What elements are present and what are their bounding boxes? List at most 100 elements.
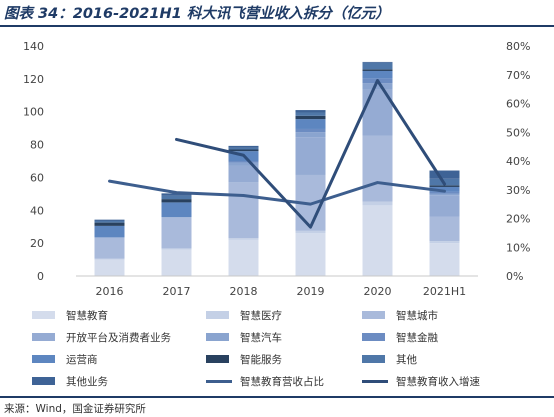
legend-label: 智慧金融 bbox=[396, 332, 438, 344]
bar-segment bbox=[429, 195, 460, 217]
footer-rule bbox=[0, 396, 554, 398]
bar-segment bbox=[295, 233, 326, 276]
bar-segment bbox=[161, 249, 192, 276]
bar-segment bbox=[228, 238, 259, 240]
bar-segment bbox=[228, 162, 259, 166]
bar-segment bbox=[228, 239, 259, 276]
legend-line-marker bbox=[206, 380, 232, 383]
revenue-breakdown-chart: 0 20 40 60 80 100 120 140 0% 10% 20% 30% 40% 50% 60% 70… bbox=[23, 40, 530, 298]
y-right-tick-label: 0% bbox=[506, 270, 523, 283]
bar-segment bbox=[94, 259, 125, 276]
chart-legend: 智慧教育 智慧医疗 智慧城市开放平台及消费者业务 智慧汽车 智慧金融运营商 智能服务 其他其… bbox=[32, 306, 532, 394]
y-left-tick-label: 140 bbox=[23, 40, 44, 53]
bar-segment bbox=[429, 216, 460, 242]
bar-segment bbox=[94, 222, 125, 226]
chart-footer: 来源：Wind，国金证券研究所 bbox=[0, 396, 554, 417]
bar-segment bbox=[362, 205, 393, 276]
bar-segment bbox=[228, 145, 259, 148]
legend-swatch bbox=[206, 311, 229, 319]
bar-segment bbox=[429, 186, 460, 192]
legend-swatch bbox=[32, 333, 55, 341]
bar-segment bbox=[228, 149, 259, 152]
bar-segment bbox=[429, 241, 460, 244]
legend-label: 智慧城市 bbox=[396, 310, 438, 322]
legend-label: 智能服务 bbox=[240, 354, 282, 366]
bar-segment bbox=[295, 132, 326, 138]
bar-segment bbox=[362, 61, 393, 63]
legend-label: 智慧医疗 bbox=[240, 310, 282, 322]
bar-segment bbox=[362, 62, 393, 70]
bar-segment bbox=[94, 219, 125, 221]
bar-segment bbox=[362, 83, 393, 90]
legend-swatch bbox=[206, 355, 229, 363]
bar-segment bbox=[161, 195, 192, 200]
bar-segment bbox=[161, 199, 192, 203]
x-tick-label: 2020 bbox=[364, 285, 392, 298]
y-left-tick-label: 80 bbox=[30, 139, 44, 152]
bar-segment bbox=[429, 191, 460, 194]
bar-segment bbox=[429, 243, 460, 276]
bar-segment bbox=[295, 110, 326, 113]
bar-segment bbox=[295, 115, 326, 120]
bar-segment bbox=[161, 202, 192, 218]
x-tick-label: 2016 bbox=[96, 285, 124, 298]
bar-segment bbox=[429, 170, 460, 179]
chart-header: 图表 34：2016-2021H1 科大讯飞营业收入拆分（亿元） bbox=[0, 0, 554, 27]
y-right-tick-label: 30% bbox=[506, 184, 530, 197]
legend-label: 智慧教育营收占比 bbox=[240, 376, 324, 388]
bar-segment bbox=[228, 165, 259, 183]
legend-swatch bbox=[362, 355, 385, 363]
legend-swatch bbox=[206, 333, 229, 341]
legend-label: 其他 bbox=[396, 354, 417, 366]
bar-segment bbox=[295, 119, 326, 129]
x-tick-label: 2018 bbox=[230, 285, 258, 298]
legend-label: 智慧汽车 bbox=[240, 332, 282, 344]
y-right-tick-label: 70% bbox=[506, 69, 530, 82]
y-right-tick-label: 40% bbox=[506, 155, 530, 168]
bar-segment bbox=[429, 193, 460, 196]
bar-segment bbox=[161, 248, 192, 250]
bar-segment bbox=[295, 230, 326, 234]
y-right-tick-label: 60% bbox=[506, 98, 530, 111]
bar-segment bbox=[362, 201, 393, 206]
bar-segment bbox=[362, 135, 393, 202]
bar-segment bbox=[94, 225, 125, 238]
bar-segment bbox=[362, 69, 393, 71]
legend-label: 运营商 bbox=[66, 354, 98, 366]
bar-segment bbox=[228, 147, 259, 150]
y-left-tick-label: 20 bbox=[30, 237, 44, 250]
legend-label: 其他业务 bbox=[66, 376, 108, 388]
header-rule bbox=[0, 25, 554, 27]
x-tick-label: 2017 bbox=[163, 285, 191, 298]
bar-segment bbox=[295, 128, 326, 133]
legend-swatch bbox=[32, 355, 55, 363]
bar-segment bbox=[94, 220, 125, 223]
bar-segment bbox=[94, 237, 125, 259]
legend-label: 智慧教育 bbox=[66, 310, 108, 322]
x-tick-label: 2021H1 bbox=[423, 285, 466, 298]
legend-swatch bbox=[32, 377, 55, 385]
bar-segment bbox=[429, 185, 460, 187]
bar-segment bbox=[161, 193, 192, 196]
bar-segment bbox=[228, 161, 259, 163]
source-note: 来源：Wind，国金证券研究所 bbox=[4, 403, 146, 415]
series-line bbox=[175, 79, 446, 229]
legend-swatch bbox=[32, 311, 55, 319]
y-right-tick-label: 20% bbox=[506, 213, 530, 226]
y-left-tick-label: 0 bbox=[37, 270, 44, 283]
chart-title: 图表 34：2016-2021H1 科大讯飞营业收入拆分（亿元） bbox=[4, 6, 390, 22]
series-line bbox=[108, 179, 446, 206]
legend-label: 智慧教育收入增速 bbox=[396, 376, 480, 388]
y-left-tick-label: 120 bbox=[23, 73, 44, 86]
legend-label: 开放平台及消费者业务 bbox=[66, 332, 171, 344]
y-right-tick-label: 80% bbox=[506, 40, 530, 53]
y-left-tick-label: 100 bbox=[23, 106, 44, 119]
y-right-tick-label: 50% bbox=[506, 126, 530, 139]
bar-segment bbox=[362, 70, 393, 79]
y-right-tick-label: 10% bbox=[506, 241, 530, 254]
legend-swatch bbox=[362, 311, 385, 319]
y-left-tick-label: 40 bbox=[30, 204, 44, 217]
bar-segment bbox=[295, 137, 326, 175]
legend-line-marker bbox=[362, 380, 388, 383]
bar-segment bbox=[94, 258, 125, 260]
